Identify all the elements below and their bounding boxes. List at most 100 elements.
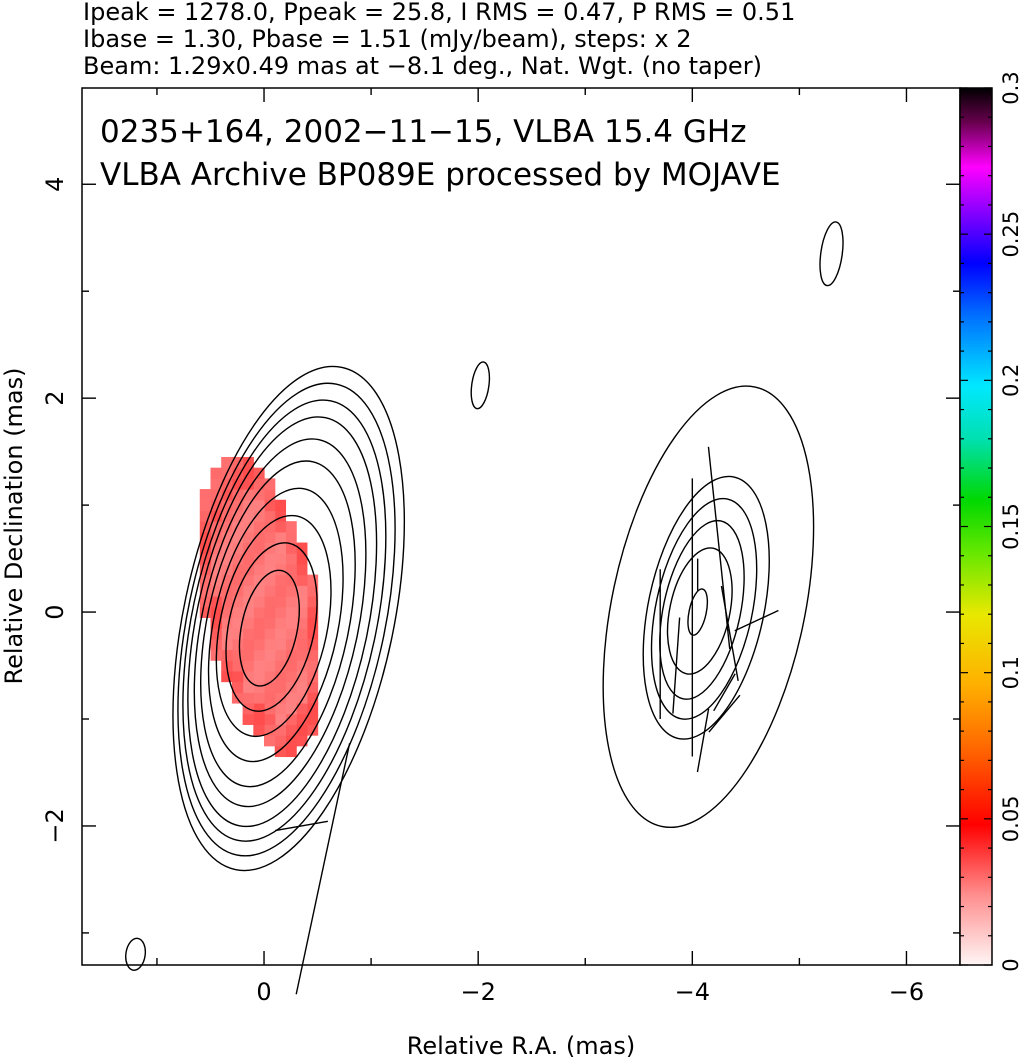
- pol-pixel: [296, 606, 308, 619]
- pol-pixel: [285, 724, 297, 736]
- colorbar-label: 0.2: [999, 364, 1021, 397]
- pol-pixel: [264, 585, 276, 597]
- pol-pixel: [306, 585, 319, 597]
- pol-pixel: [285, 574, 297, 586]
- pol-pixel: [231, 542, 244, 554]
- contour-isolated: [470, 361, 491, 410]
- pol-pixel: [296, 596, 308, 608]
- pol-pixel: [264, 531, 276, 544]
- pol-pixel: [274, 585, 287, 597]
- pol-pixel: [296, 617, 308, 629]
- pol-pixel: [306, 617, 319, 629]
- pol-pixel: [199, 596, 212, 608]
- pol-pixel: [253, 713, 265, 725]
- colorbar-label: 0.1: [999, 656, 1021, 689]
- contour-component-1: [187, 416, 378, 828]
- pol-pixel: [285, 745, 297, 758]
- pol-pixel: [274, 735, 287, 747]
- x-tick-labels: 0 −2 −4 −6: [256, 978, 924, 1006]
- contour-component-1: [193, 438, 367, 808]
- pol-pixel: [199, 489, 212, 501]
- pol-pixel: [199, 499, 212, 512]
- pol-pixel: [296, 681, 308, 693]
- pol-pixel: [221, 499, 233, 512]
- pol-pixel: [253, 724, 265, 736]
- pol-pixel: [296, 735, 308, 747]
- pol-pixel: [285, 681, 297, 693]
- pol-pixel: [210, 542, 222, 554]
- y-tick-label: −2: [41, 808, 69, 843]
- pol-pixel: [264, 553, 276, 565]
- colorbar-label: 0.3: [999, 71, 1021, 104]
- pol-pixel: [210, 478, 222, 490]
- pol-pixel: [306, 628, 319, 640]
- pol-pixel: [285, 617, 297, 629]
- pol-pixel: [296, 692, 308, 704]
- colorbar-label: 0.15: [999, 503, 1021, 550]
- pol-pixel: [274, 702, 287, 715]
- pol-pixel: [264, 649, 276, 661]
- pol-pixel: [199, 510, 212, 522]
- pol-pixel: [253, 521, 265, 533]
- pol-pixel: [264, 681, 276, 693]
- pol-pixel: [285, 628, 297, 640]
- pol-pixel: [274, 724, 287, 736]
- pol-pixel: [221, 606, 233, 619]
- y-tick-label: 2: [41, 391, 69, 406]
- pol-pixel: [264, 660, 276, 672]
- pol-pixel: [221, 510, 233, 522]
- pol-pixel: [285, 553, 297, 565]
- evpa-tick: [295, 743, 351, 995]
- pol-pixel: [274, 628, 287, 640]
- pol-pixel: [242, 553, 254, 565]
- pol-pixel: [264, 499, 276, 512]
- pol-pixel: [285, 692, 297, 704]
- pol-pixel: [264, 713, 276, 725]
- pol-pixel: [296, 660, 308, 672]
- pol-pixel: [221, 638, 233, 651]
- pol-pixel: [231, 499, 244, 512]
- contour-component-1: [172, 365, 406, 872]
- pol-pixel: [231, 467, 244, 479]
- y-axis-label: Relative Declination (mas): [0, 367, 28, 684]
- pol-pixel: [306, 596, 319, 608]
- contour-component-2: [642, 475, 770, 740]
- pol-pixel: [264, 692, 276, 704]
- contour-component-1: [199, 460, 356, 788]
- contour-component-1: [215, 514, 332, 738]
- evpa-tick: [708, 694, 741, 733]
- pol-pixel: [306, 692, 319, 704]
- pol-pixel: [221, 531, 233, 544]
- pol-pixel: [199, 585, 212, 597]
- pol-pixel: [231, 649, 244, 661]
- header-line-3: Beam: 1.29x0.49 mas at −8.1 deg., Nat. W…: [83, 52, 762, 80]
- pol-pixel: [306, 681, 319, 693]
- pol-pixel: [296, 628, 308, 640]
- pol-pixel: [210, 606, 222, 619]
- pol-pixel: [253, 681, 265, 693]
- pol-pixel: [199, 563, 212, 576]
- pol-pixel: [285, 531, 297, 544]
- pol-pixel: [306, 574, 319, 586]
- pol-pixel: [242, 660, 254, 672]
- pol-pixel: [285, 649, 297, 661]
- pol-pixel: [221, 553, 233, 565]
- pol-pixel: [242, 628, 254, 640]
- pol-pixel: [264, 542, 276, 554]
- pol-pixel: [296, 649, 308, 661]
- pol-pixel: [285, 521, 297, 533]
- contour-component-2: [687, 588, 709, 636]
- pol-pixel: [296, 724, 308, 736]
- pol-pixel: [253, 596, 265, 608]
- pol-pixel: [253, 510, 265, 522]
- pol-pixel: [264, 638, 276, 651]
- contour-isolated: [819, 221, 844, 287]
- annotation-line-1: 0235+164, 2002−11−15, VLBA 15.4 GHz: [100, 114, 746, 150]
- contour-component-2: [602, 385, 815, 829]
- pol-pixel: [285, 596, 297, 608]
- pol-pixel: [274, 649, 287, 661]
- pol-pixel: [253, 702, 265, 715]
- contour-component-2: [659, 519, 745, 700]
- colorbar-label: 0.05: [999, 795, 1021, 842]
